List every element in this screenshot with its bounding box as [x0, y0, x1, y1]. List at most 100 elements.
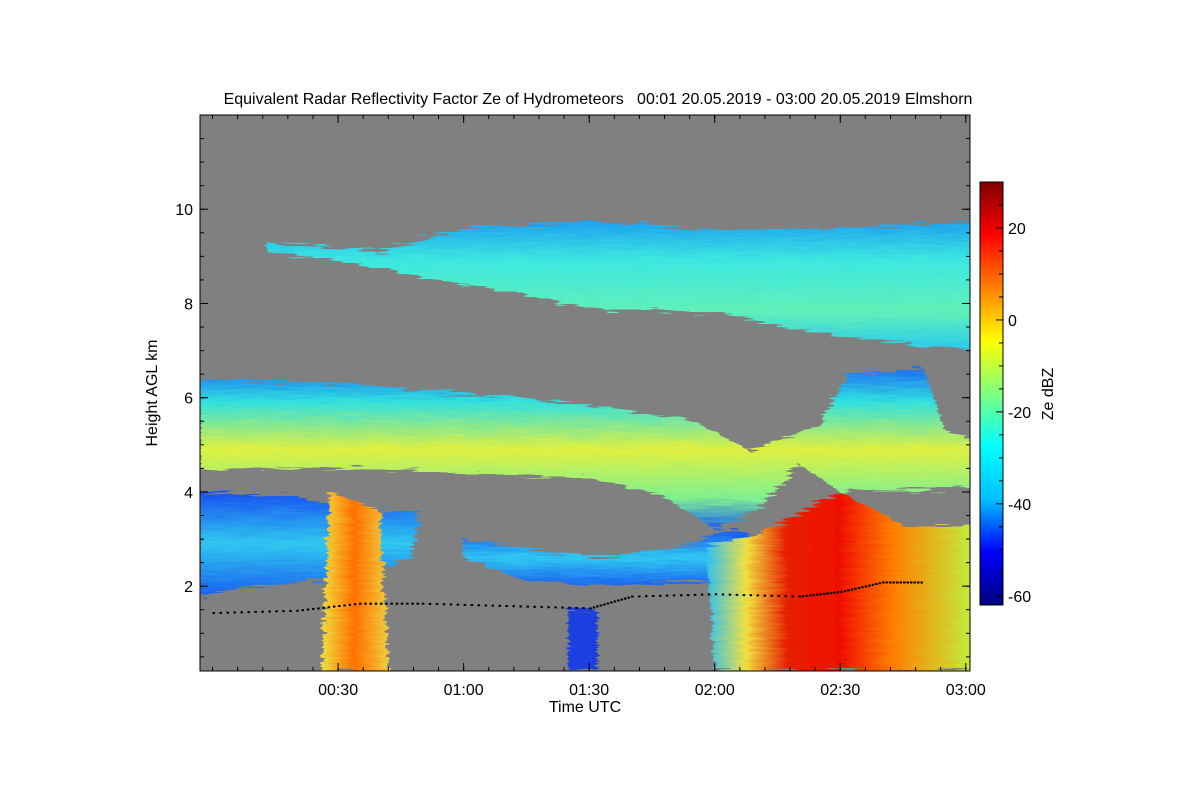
cloud-base-dot	[470, 604, 474, 607]
x-tick-label: 03:00	[946, 682, 986, 699]
cloud-base-dot	[812, 594, 815, 597]
cloud-base-dot	[882, 581, 885, 584]
convective-shaft	[321, 491, 389, 671]
cloud-base-dot	[369, 602, 372, 605]
low-stratiform	[463, 529, 778, 587]
colorbar-tick-label: -40	[1008, 497, 1031, 514]
fallstreak	[568, 609, 598, 671]
cloud-base-dot	[624, 597, 627, 600]
cloud-base-dot	[395, 602, 399, 605]
cloud-base-dot	[665, 594, 669, 597]
x-axis-label: Time UTC	[549, 699, 621, 716]
x-tick-label: 02:00	[695, 682, 735, 699]
cloud-base-dot	[327, 606, 331, 609]
cloud-base-dot	[672, 594, 676, 597]
cloud-base-dot	[406, 602, 409, 605]
cloud-base-dot	[836, 591, 840, 594]
cloud-base-dot	[868, 584, 871, 587]
cloud-base-dot	[240, 611, 243, 614]
cloud-base-dot	[847, 589, 850, 592]
cloud-base-dot	[896, 581, 899, 584]
cloud-base-dot	[714, 593, 718, 596]
x-tick-label: 00:30	[318, 682, 358, 699]
cloud-base-dot	[554, 606, 557, 609]
cloud-base-dot	[456, 603, 460, 606]
cloud-base-dot	[903, 581, 906, 584]
cloud-base-dot	[627, 596, 631, 599]
cloud-base-dot	[512, 605, 515, 608]
cloud-base-dot	[742, 594, 746, 597]
cloud-base-dot	[610, 601, 613, 604]
cloud-base-dot	[390, 602, 393, 605]
cloud-base-dot	[547, 606, 550, 609]
cloud-base-dot	[385, 602, 388, 605]
colorbar-label: Ze dBZ	[1040, 368, 1057, 421]
cloud-base-dot	[477, 604, 481, 607]
cloud-base-dot	[498, 604, 502, 607]
cloud-base-dot	[864, 585, 868, 588]
cloud-base-points	[212, 581, 923, 615]
colorbar: 20 0 -20 -40 -60 Ze dBZ	[979, 181, 1057, 606]
cloud-base-dot	[644, 595, 648, 598]
cloud-base-dot	[317, 607, 320, 610]
cloud-base-dot	[833, 591, 836, 594]
cloud-base-dot	[421, 602, 425, 605]
cloud-base-dot	[603, 603, 606, 606]
cloud-base-dot	[592, 606, 596, 609]
cloud-base-dot	[906, 581, 910, 584]
cloud-base-dot	[606, 602, 610, 605]
y-tick-label: 8	[184, 296, 193, 313]
cloud-base-dot	[296, 609, 299, 612]
cloud-base-dot	[463, 603, 467, 606]
cloud-base-dot	[275, 610, 278, 613]
colorbar-tick-label: 20	[1008, 221, 1026, 238]
cloud-base-dot	[428, 602, 432, 605]
cloud-base-dot	[770, 594, 774, 597]
cloud-base-dot	[322, 606, 325, 609]
cloud-base-dot	[840, 590, 843, 593]
cloud-base-dot	[491, 604, 495, 607]
cloud-base-dot	[219, 611, 223, 614]
cloud-base-dot	[875, 583, 878, 586]
cloud-base-dot	[871, 583, 875, 586]
cloud-base-dot	[449, 603, 453, 606]
cloud-base-dot	[254, 610, 257, 613]
cloud-base-dot	[596, 605, 599, 608]
cloud-base-dot	[843, 590, 847, 593]
chart-title: Equivalent Radar Reflectivity Factor Ze …	[224, 91, 973, 108]
cloud-base-dot	[728, 593, 732, 596]
cloud-base-dot	[913, 581, 917, 584]
cloud-base-dot	[822, 592, 826, 595]
cloud-base-dot	[826, 592, 829, 595]
cloud-base-dot	[343, 604, 346, 607]
cloud-base-dot	[620, 598, 624, 601]
cloud-base-dot	[613, 600, 617, 603]
cloud-base-dot	[526, 605, 529, 608]
plot-frame	[199, 114, 971, 672]
cloud-base-dot	[763, 594, 767, 597]
cirrus-layer	[266, 221, 970, 351]
cloud-base-dot	[311, 607, 315, 610]
cloud-base-dot	[850, 588, 854, 591]
cloud-base-dot	[686, 594, 690, 597]
cloud-base-dot	[435, 603, 439, 606]
cloud-base-dot	[568, 606, 571, 609]
cloud-base-dot	[589, 607, 592, 610]
cloud-base-dot	[819, 593, 822, 596]
cloud-base-dot	[651, 595, 655, 598]
cloud-base-dot	[599, 604, 603, 607]
colorbar-tick-label: -60	[1008, 589, 1031, 606]
x-tick-label: 02:30	[820, 682, 860, 699]
cloud-base-dot	[631, 595, 634, 598]
cloud-base-dot	[338, 605, 341, 608]
cloud-base-dot	[920, 581, 923, 584]
cloud-base-dot	[353, 603, 357, 606]
x-tick-label: 01:00	[444, 682, 484, 699]
cloud-base-dot	[700, 593, 704, 596]
y-tick-label: 2	[184, 579, 193, 596]
cloud-base-dot	[815, 593, 819, 596]
cloud-base-dot	[226, 611, 230, 614]
cloud-base-dot	[519, 605, 522, 608]
cloud-base-dot	[364, 602, 367, 605]
cloud-base-dot	[885, 581, 889, 584]
